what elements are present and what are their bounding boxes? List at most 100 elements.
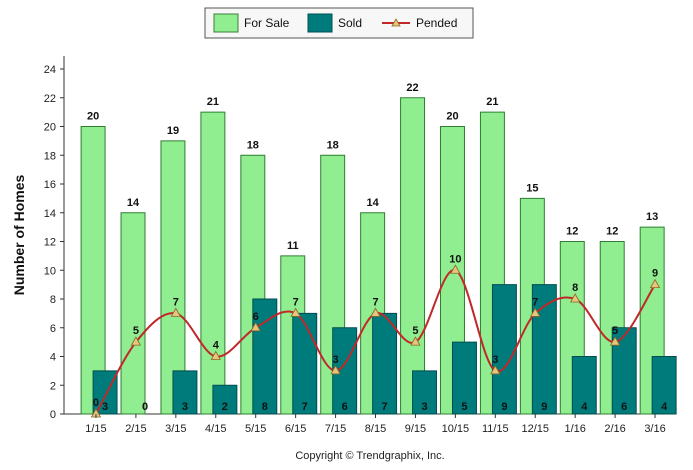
- pended-marker: [170, 307, 182, 317]
- x-tick-label: 4/15: [205, 423, 226, 435]
- data-label-for-sale: 22: [406, 82, 418, 94]
- legend-label-sold: Sold: [338, 16, 362, 30]
- y-tick-label: 16: [44, 179, 56, 191]
- data-label-pended: 7: [173, 296, 179, 308]
- pended-marker: [490, 365, 501, 375]
- data-label-pended: 10: [449, 253, 461, 265]
- data-label-for-sale: 21: [207, 96, 219, 108]
- data-label-pended: 4: [213, 340, 220, 352]
- y-tick-label: 14: [44, 208, 56, 220]
- y-tick-label: 12: [44, 237, 56, 249]
- data-label-sold: 3: [102, 401, 108, 413]
- x-tick-label: 7/15: [325, 423, 346, 435]
- data-label-for-sale: 21: [486, 96, 498, 108]
- pended-marker: [370, 307, 381, 317]
- data-label-sold: 9: [501, 401, 507, 413]
- data-label-pended: 5: [412, 325, 418, 337]
- data-label-pended: 3: [333, 354, 339, 366]
- data-label-for-sale: 12: [566, 226, 578, 238]
- data-label-pended: 5: [612, 325, 618, 337]
- bar-sold: [372, 312, 398, 415]
- data-label-sold: 2: [222, 401, 228, 413]
- x-tick-label: 2/16: [604, 423, 625, 435]
- y-tick-label: 6: [50, 323, 56, 335]
- x-tick-label: 9/15: [405, 423, 426, 435]
- x-tick-label: 10/15: [442, 423, 470, 435]
- data-label-pended: 5: [133, 325, 139, 337]
- bar-sold: [212, 384, 238, 415]
- data-label-for-sale: 12: [606, 226, 618, 238]
- y-tick-label: 10: [44, 265, 56, 277]
- pended-marker: [330, 365, 341, 375]
- data-label-for-sale: 14: [366, 197, 379, 209]
- bar-sold: [531, 284, 557, 415]
- data-label-for-sale: 20: [446, 111, 458, 123]
- bar-sold: [412, 370, 438, 415]
- bar-sold: [491, 284, 517, 415]
- x-tick-label: 6/15: [285, 423, 306, 435]
- pended-line-group: 0 5 7 4 6 7 3 7 5 10 3 7 8 5 9: [90, 253, 661, 418]
- data-label-pended: 7: [532, 296, 538, 308]
- x-tick-label: 3/16: [644, 423, 665, 435]
- x-tick-label: 12/15: [521, 423, 549, 435]
- bar-sold: [451, 341, 477, 415]
- copyright-text: Copyright © Trendgraphix, Inc.: [295, 450, 444, 462]
- data-label-for-sale: 18: [327, 139, 339, 151]
- bars: [80, 97, 677, 415]
- pended-marker: [609, 336, 621, 346]
- data-label-for-sale: 15: [526, 182, 538, 194]
- data-label-sold: 7: [302, 401, 308, 413]
- legend-swatch-pended-marker: [391, 18, 401, 27]
- bar-for-sale: [400, 97, 426, 415]
- bar-for-sale: [200, 111, 226, 415]
- data-label-sold: 7: [382, 401, 388, 413]
- data-label-pended: 0: [93, 397, 99, 409]
- pended-marker: [410, 336, 421, 346]
- data-label-for-sale: 19: [167, 125, 179, 137]
- data-label-sold: 3: [421, 401, 427, 413]
- x-tick-label: 5/15: [245, 423, 266, 435]
- data-label-sold: 3: [182, 401, 188, 413]
- pended-line: [95, 269, 656, 415]
- pended-marker: [250, 321, 261, 332]
- y-tick-label: 20: [44, 122, 56, 134]
- data-label-sold: 9: [541, 401, 547, 413]
- pended-marker: [210, 350, 221, 360]
- data-label-sold: 4: [661, 401, 668, 413]
- x-tick-label: 1/16: [564, 423, 585, 435]
- y-tick-label: 18: [44, 150, 56, 162]
- data-label-sold: 6: [621, 401, 627, 413]
- x-tick-label: 3/15: [165, 423, 186, 435]
- bar-sold: [611, 327, 637, 415]
- data-label-pended: 8: [572, 282, 578, 294]
- data-label-for-sale: 13: [646, 211, 658, 223]
- x-tick-label: 11/15: [482, 423, 509, 435]
- data-label-sold: 6: [342, 401, 348, 413]
- pended-marker: [649, 278, 661, 289]
- data-label-sold: 5: [461, 401, 467, 413]
- legend-swatch-sold: [307, 13, 333, 33]
- legend-label-pended: Pended: [416, 16, 457, 30]
- y-tick-label: 4: [50, 352, 56, 364]
- bar-sold: [292, 312, 318, 415]
- data-label-for-sale: 20: [87, 111, 99, 123]
- pended-marker: [530, 307, 541, 317]
- legend-label-for-sale: For Sale: [244, 16, 290, 30]
- x-tick-label: 8/15: [365, 423, 386, 435]
- pended-marker: [569, 293, 581, 303]
- data-label-pended: 9: [652, 268, 658, 280]
- pended-marker: [130, 336, 142, 346]
- bar-sold: [571, 356, 597, 415]
- legend: For Sale Sold Pended: [204, 7, 474, 39]
- bar-for-sale: [120, 212, 146, 415]
- data-label-pended: 6: [253, 311, 259, 323]
- data-label-sold: 4: [581, 401, 588, 413]
- pended-marker: [450, 264, 461, 274]
- legend-swatch-for-sale: [213, 13, 239, 33]
- data-label-for-sale: 18: [247, 139, 259, 151]
- y-axis-label: Number of Homes: [11, 175, 27, 296]
- y-tick-label: 2: [50, 380, 56, 392]
- y-tick-label: 22: [44, 93, 56, 105]
